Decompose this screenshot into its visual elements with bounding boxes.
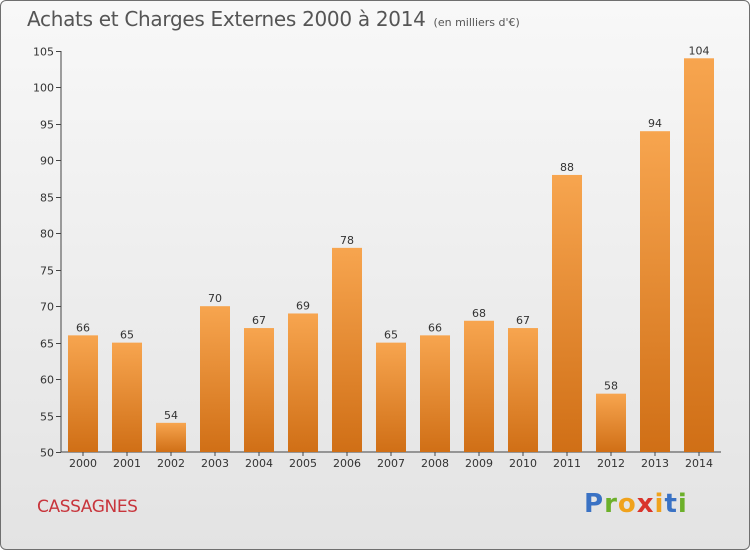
bar-value-label: 69 xyxy=(296,299,310,312)
bar-value-label: 68 xyxy=(472,307,486,320)
bar-value-label: 65 xyxy=(120,329,134,342)
bar-value-label: 78 xyxy=(340,234,354,247)
logo-letter: r xyxy=(604,489,618,519)
bar-value-label: 58 xyxy=(604,380,618,393)
bar xyxy=(420,335,450,452)
x-tick-label: 2014 xyxy=(685,457,713,470)
x-tick-label: 2009 xyxy=(465,457,493,470)
x-tick-label: 2004 xyxy=(245,457,273,470)
logo-letter: i xyxy=(654,489,665,519)
y-tick-label: 85 xyxy=(40,192,54,205)
chart-title: Achats et Charges Externes 2000 à 2014 (e… xyxy=(27,7,520,31)
bar-value-label: 54 xyxy=(164,409,178,422)
y-tick-label: 70 xyxy=(40,301,54,314)
x-tick-label: 2008 xyxy=(421,457,449,470)
bar xyxy=(640,131,670,452)
chart-value-labels: 66 65 54 70 67 69 78 65 66 68 67 88 58 94 104 xyxy=(76,44,710,422)
bar xyxy=(200,306,230,452)
bar xyxy=(68,335,98,452)
bar-value-label: 94 xyxy=(648,117,662,130)
x-tick-label: 2012 xyxy=(597,457,625,470)
x-tick-label: 2000 xyxy=(69,457,97,470)
x-tick-label: 2006 xyxy=(333,457,361,470)
y-tick-label: 65 xyxy=(40,338,54,351)
bar xyxy=(508,328,538,452)
x-tick-label: 2011 xyxy=(553,457,581,470)
logo-letter: o xyxy=(617,489,637,519)
y-tick-label: 100 xyxy=(33,82,54,95)
x-tick-label: 2003 xyxy=(201,457,229,470)
bar xyxy=(244,328,274,452)
bar-value-label: 65 xyxy=(384,329,398,342)
x-tick-label: 2010 xyxy=(509,457,537,470)
y-tick-label: 90 xyxy=(40,155,54,168)
bar xyxy=(376,342,406,452)
chart-bars xyxy=(68,58,714,453)
bar xyxy=(552,174,582,453)
bar-value-label: 66 xyxy=(76,321,90,334)
bar xyxy=(332,247,362,452)
x-tick-label: 2007 xyxy=(377,457,405,470)
y-tick-label: 55 xyxy=(40,411,54,424)
y-tick-label: 80 xyxy=(40,228,54,241)
chart-title-text: Achats et Charges Externes 2000 à 2014 xyxy=(27,7,426,31)
bar-value-label: 67 xyxy=(252,314,266,327)
x-tick-label: 2002 xyxy=(157,457,185,470)
bar-value-label: 104 xyxy=(689,44,710,57)
chart-axes: 50 55 60 65 70 75 80 85 90 95 100 105 2000 2001 2002 20… xyxy=(33,46,721,470)
bar xyxy=(464,320,494,452)
logo-letter: x xyxy=(636,489,655,519)
x-tick-label: 2001 xyxy=(113,457,141,470)
bar xyxy=(684,58,714,453)
x-tick-label: 2013 xyxy=(641,457,669,470)
logo-letter: i xyxy=(677,489,688,519)
bar xyxy=(288,313,318,452)
y-tick-label: 60 xyxy=(40,374,54,387)
y-tick-label: 105 xyxy=(33,46,54,59)
bar xyxy=(596,393,626,452)
bar xyxy=(156,422,186,452)
x-tick-label: 2005 xyxy=(289,457,317,470)
logo-letter: t xyxy=(664,489,678,519)
bar xyxy=(112,342,142,452)
y-tick-label: 95 xyxy=(40,119,54,132)
bar-value-label: 67 xyxy=(516,314,530,327)
bar-value-label: 70 xyxy=(208,292,222,305)
bar-value-label: 66 xyxy=(428,321,442,334)
chart-unit: (en milliers d'€) xyxy=(433,16,520,29)
logo-letter: P xyxy=(584,489,605,519)
proxiti-logo: Proxiti xyxy=(584,489,688,519)
location-name: CASSAGNES xyxy=(37,497,138,517)
bar-value-label: 88 xyxy=(560,161,574,174)
y-tick-label: 50 xyxy=(40,447,54,460)
y-tick-label: 75 xyxy=(40,265,54,278)
